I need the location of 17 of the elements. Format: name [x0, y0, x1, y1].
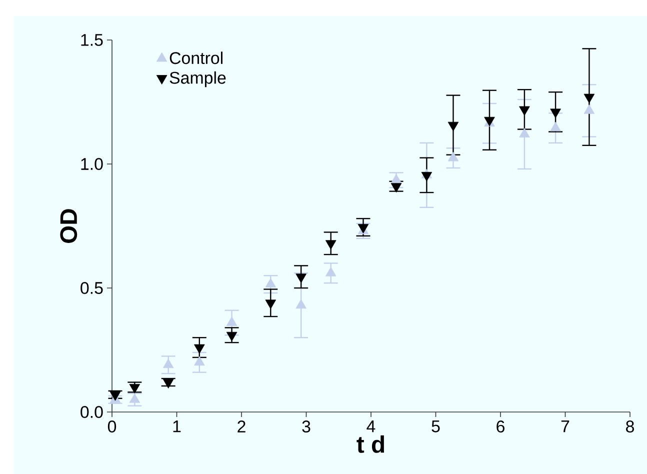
y-tick-label: 0.5 — [80, 282, 103, 294]
x-tick-label: 2 — [238, 420, 246, 432]
legend-label: Sample — [170, 71, 226, 88]
x-axis-title: t d — [356, 435, 384, 453]
y-tick-label: 0.0 — [80, 406, 103, 418]
y-tick-label: 1.5 — [81, 34, 103, 46]
x-tick-label: 4 — [366, 420, 376, 432]
x-tick-label: 3 — [302, 420, 310, 433]
y-axis-title: OD — [60, 209, 78, 243]
x-tick-label: 0 — [108, 420, 116, 433]
x-tick-label: 6 — [496, 420, 504, 433]
legend-label: Control — [170, 52, 222, 64]
x-tick-label: 1 — [173, 420, 181, 432]
x-tick-label: 5 — [432, 420, 440, 432]
x-tick-label: 8 — [626, 420, 634, 433]
x-tick-label: 7 — [561, 420, 570, 432]
y-tick-label: 1.0 — [81, 158, 103, 170]
